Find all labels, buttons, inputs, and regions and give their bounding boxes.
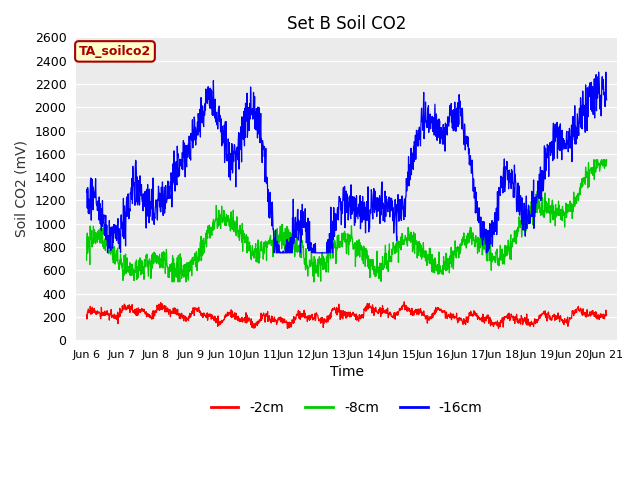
Legend: -2cm, -8cm, -16cm: -2cm, -8cm, -16cm (205, 396, 488, 421)
Y-axis label: Soil CO2 (mV): Soil CO2 (mV) (15, 140, 29, 237)
Text: TA_soilco2: TA_soilco2 (79, 45, 151, 58)
Title: Set B Soil CO2: Set B Soil CO2 (287, 15, 406, 33)
X-axis label: Time: Time (330, 365, 364, 380)
